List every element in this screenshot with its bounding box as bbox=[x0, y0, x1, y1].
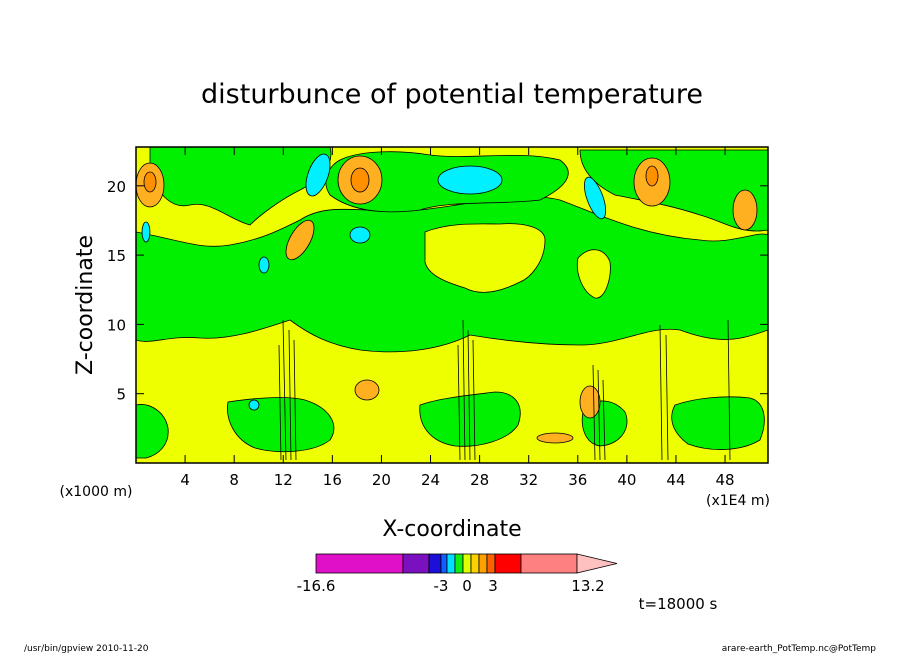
cyan-pocket-5 bbox=[141, 221, 151, 243]
x-tick-label: 44 bbox=[666, 471, 685, 489]
cyan-pocket-7 bbox=[248, 399, 260, 411]
x-tick-label: 20 bbox=[372, 471, 391, 489]
colorbar-arrow bbox=[576, 553, 618, 574]
convective-plume-37 bbox=[592, 364, 606, 461]
colorbar-label: -3 bbox=[434, 577, 449, 595]
orange-core-3 bbox=[645, 165, 659, 187]
x-tick-label: 24 bbox=[421, 471, 440, 489]
x-axis-label: X-coordinate bbox=[382, 517, 521, 542]
orange-pocket-7 bbox=[579, 385, 601, 419]
orange-pocket-8 bbox=[536, 432, 574, 444]
colorbar-segment bbox=[494, 553, 522, 574]
green-lower-2 bbox=[419, 391, 521, 447]
colorbar bbox=[315, 553, 618, 574]
x-tick-label: 36 bbox=[568, 471, 587, 489]
colorbar-segment bbox=[478, 553, 488, 574]
colorbar-segment bbox=[446, 553, 456, 574]
colorbar-segment bbox=[454, 553, 464, 574]
yellow-pocket-center bbox=[424, 223, 546, 293]
y-axis-label: Z-coordinate bbox=[73, 235, 98, 375]
colorbar-label: 13.2 bbox=[571, 577, 604, 595]
colorbar-segment bbox=[470, 553, 480, 574]
colorbar-labels: -16.6 -3 0 3 13.2 bbox=[297, 577, 605, 595]
y-axis: 5 10 15 20 bbox=[107, 178, 768, 404]
y-tick-label: 10 bbox=[107, 316, 126, 334]
x-tick-label: 12 bbox=[274, 471, 293, 489]
colorbar-segment bbox=[428, 553, 442, 574]
footer-right: arare-earth_PotTemp.nc@PotTemp bbox=[722, 644, 877, 654]
orange-core-1 bbox=[143, 171, 157, 193]
cyan-pocket-2 bbox=[437, 165, 503, 195]
x-unit-left: (x1000 m) bbox=[60, 484, 133, 500]
convective-plume-27 bbox=[457, 319, 476, 461]
colorbar-segment bbox=[315, 553, 404, 574]
x-tick-label: 32 bbox=[519, 471, 538, 489]
cyan-pocket-3 bbox=[349, 226, 371, 244]
chart-title: disturbunce of potential temperature bbox=[201, 79, 703, 110]
convective-plume-12 bbox=[278, 319, 297, 461]
y-tick-label: 5 bbox=[116, 386, 126, 404]
colorbar-segment bbox=[402, 553, 430, 574]
x-tick-label: 4 bbox=[180, 471, 190, 489]
x-unit-right: (x1E4 m) bbox=[706, 493, 770, 509]
x-tick-label: 16 bbox=[323, 471, 342, 489]
plot-frame bbox=[135, 146, 769, 464]
colorbar-label: -16.6 bbox=[297, 577, 336, 595]
colorbar-segment bbox=[440, 553, 448, 574]
orange-core-2 bbox=[350, 167, 370, 193]
y-tick-label: 15 bbox=[107, 247, 126, 265]
x-tick-label: 40 bbox=[617, 471, 636, 489]
orange-pocket-6 bbox=[354, 379, 380, 401]
orange-pocket-5 bbox=[285, 219, 315, 261]
colorbar-segment bbox=[486, 553, 496, 574]
green-lower-left bbox=[136, 404, 169, 459]
colorbar-segment bbox=[462, 553, 472, 574]
cyan-pocket-1 bbox=[305, 153, 331, 197]
cyan-pocket-6 bbox=[258, 256, 270, 274]
x-axis: 4 8 12 16 20 24 28 32 36 40 44 48 bbox=[180, 147, 735, 489]
x-tick-label: 28 bbox=[470, 471, 489, 489]
yellow-pocket-right bbox=[576, 249, 611, 299]
colorbar-label: 0 bbox=[462, 577, 472, 595]
time-label: t=18000 s bbox=[639, 595, 718, 613]
convective-plume-43 bbox=[659, 319, 731, 461]
y-tick-label: 20 bbox=[107, 178, 126, 196]
colorbar-segment bbox=[520, 553, 578, 574]
x-tick-label: 48 bbox=[716, 471, 735, 489]
cyan-pocket-4 bbox=[583, 176, 607, 220]
x-tick-label: 8 bbox=[229, 471, 239, 489]
green-lower-4 bbox=[671, 396, 765, 450]
footer-left: /usr/bin/gpview 2010-11-20 bbox=[24, 644, 149, 654]
colorbar-label: 3 bbox=[488, 577, 498, 595]
orange-pocket-4 bbox=[732, 189, 758, 231]
plot-area bbox=[135, 146, 769, 464]
